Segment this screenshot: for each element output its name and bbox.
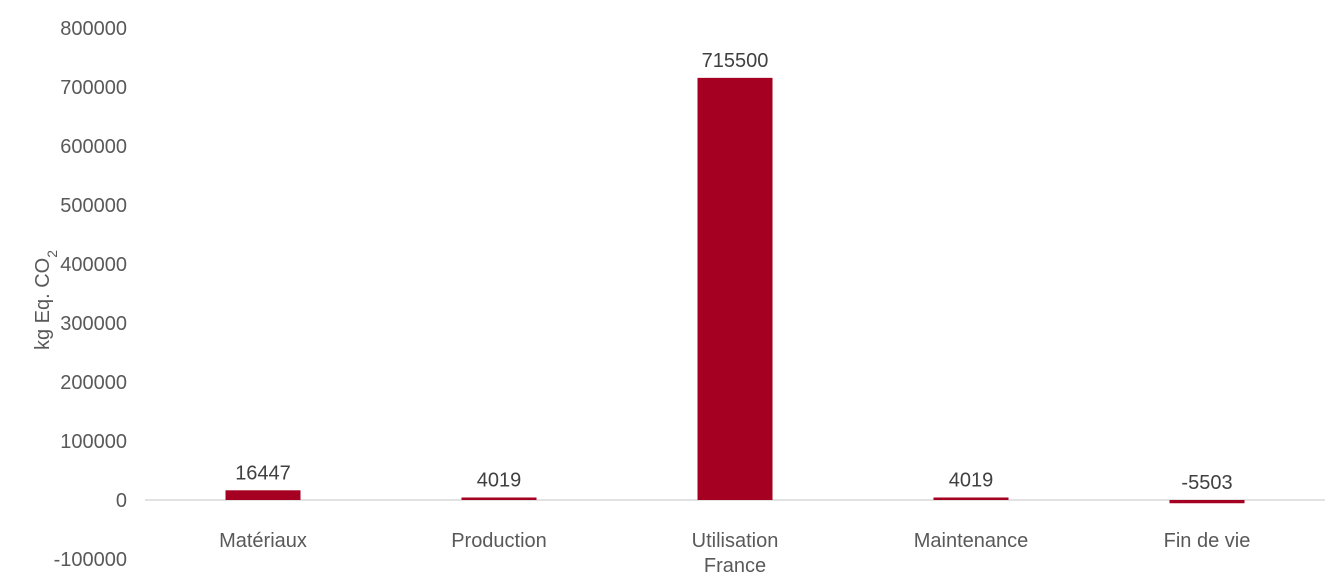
y-tick-label: 800000 [60, 18, 127, 40]
data-labels: 16447 4019 715500 4019 -5503 [235, 50, 1232, 494]
bar [933, 497, 1009, 500]
y-axis-title: kg Eq. CO2 [32, 250, 60, 350]
category-label: Utilisation France [692, 530, 779, 577]
y-tick-label: 600000 [60, 136, 127, 158]
y-tick-label: 700000 [60, 77, 127, 99]
bar [461, 497, 537, 500]
y-tick-label: 0 [116, 490, 127, 512]
y-tick-label: 400000 [60, 254, 127, 276]
category-label-line: France [704, 555, 766, 577]
bar [1169, 500, 1245, 504]
y-axis-title-main: kg Eq. CO [32, 258, 54, 350]
category-label: Production [451, 530, 547, 552]
y-tick-labels: -100000 0 100000 200000 300000 400000 500000 60… [54, 18, 127, 571]
bars [225, 77, 1245, 504]
category-label-line: Fin de vie [1164, 530, 1251, 552]
data-label: 4019 [949, 470, 994, 492]
data-label: 4019 [477, 470, 522, 492]
y-tick-label: 500000 [60, 195, 127, 217]
category-label: Matériaux [219, 530, 307, 552]
data-label: 715500 [702, 50, 769, 72]
data-label: 16447 [235, 462, 291, 484]
category-label-line: Utilisation [692, 530, 779, 552]
category-label: Maintenance [914, 530, 1029, 552]
category-label-line: Production [451, 530, 547, 552]
bar [697, 77, 773, 500]
y-tick-label: -100000 [54, 549, 127, 571]
category-label-line: Matériaux [219, 530, 307, 552]
y-axis-title-subscript: 2 [44, 250, 60, 258]
svg-text:kg Eq. CO2: kg Eq. CO2 [32, 250, 60, 350]
data-label: -5503 [1181, 472, 1232, 494]
category-labels: Matériaux Production Utilisation France Main… [219, 530, 1250, 577]
y-tick-label: 200000 [60, 372, 127, 394]
category-label: Fin de vie [1164, 530, 1251, 552]
category-label-line: Maintenance [914, 530, 1029, 552]
bar [225, 490, 301, 500]
y-tick-label: 100000 [60, 431, 127, 453]
y-tick-label: 300000 [60, 313, 127, 335]
